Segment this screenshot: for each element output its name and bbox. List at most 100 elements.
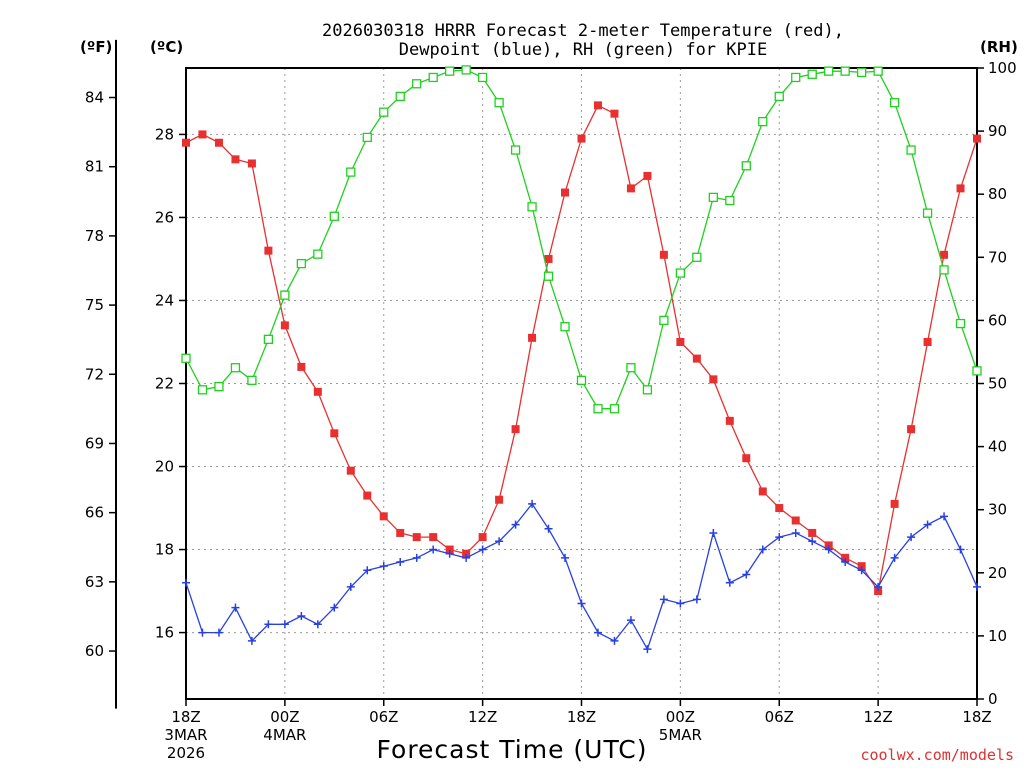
rh-point — [708, 192, 718, 203]
dewpoint-point — [544, 524, 553, 533]
rh-point — [939, 265, 949, 275]
dewpoint-point — [231, 603, 240, 612]
temperature-point — [725, 416, 734, 425]
temperature-point — [544, 254, 553, 263]
rh-point — [576, 375, 587, 385]
temperature-point — [462, 549, 471, 558]
temperature-point — [198, 130, 207, 139]
dewpoint-point — [626, 616, 635, 625]
f-tick-label: 66 — [85, 504, 104, 522]
dewpoint-point — [610, 636, 619, 645]
f-tick-label: 72 — [85, 365, 104, 383]
x-tick-label: 00Z — [666, 708, 695, 726]
c-tick-label: 24 — [155, 291, 174, 309]
rh-tick-label: 60 — [988, 311, 1007, 329]
rh-tick-label: 30 — [988, 501, 1007, 519]
rh-point — [263, 334, 274, 344]
c-tick-label: 26 — [155, 208, 174, 226]
dewpoint-point — [808, 537, 817, 546]
rh-point — [626, 363, 636, 373]
temperature-point — [610, 109, 619, 118]
x-tick-label: 5MAR — [659, 726, 702, 744]
dewpoint-point — [182, 578, 190, 587]
dewpoint-point — [857, 566, 866, 575]
rh-point — [527, 202, 537, 212]
rh-point — [329, 211, 339, 221]
dewpoint-point — [462, 553, 471, 562]
x-tick-label: 06Z — [369, 708, 398, 726]
dewpoint-point — [841, 558, 850, 567]
rh-point — [395, 91, 405, 102]
temperature-point — [330, 429, 339, 438]
chart-title-line-2: Dewpoint (blue), RH (green) for KPIE — [399, 40, 767, 60]
dewpoint-point — [198, 628, 207, 637]
rh-tick-label: 40 — [988, 438, 1007, 456]
rh-point — [181, 353, 191, 363]
rh-point — [230, 363, 241, 373]
x-tick-label: 3MAR — [164, 726, 207, 744]
temperature-point — [907, 425, 916, 434]
temperature-point — [478, 533, 487, 542]
x-tick-label: 4MAR — [263, 726, 306, 744]
rh-point — [856, 67, 867, 78]
dewpoint-point — [412, 553, 421, 562]
rh-tick-label: 0 — [988, 690, 998, 708]
dewpoint-point — [709, 528, 718, 537]
temperature-point — [808, 528, 817, 537]
rh-tick-label: 90 — [988, 122, 1007, 140]
temperature-point — [874, 587, 883, 596]
c-tick-label: 28 — [155, 125, 174, 143]
temperature-point — [264, 246, 273, 255]
dewpoint-point — [659, 595, 668, 604]
dewpoint-point — [429, 545, 438, 554]
rh-point — [741, 161, 751, 171]
temperature-point — [297, 362, 306, 371]
dewpoint-point — [742, 570, 751, 579]
rh-tick-label: 80 — [988, 185, 1007, 203]
temperature-point — [593, 101, 602, 110]
temperature-point — [775, 504, 784, 513]
temperature-point — [528, 333, 537, 342]
celsius-unit-label: (ºC) — [150, 38, 183, 56]
temperature-point — [511, 425, 520, 434]
dewpoint-point — [973, 582, 981, 591]
rh-tick-label: 20 — [988, 564, 1007, 582]
temperature-point — [824, 541, 833, 550]
temperature-point — [857, 562, 866, 571]
x-axis-label: Forecast Time (UTC) — [377, 735, 648, 764]
rh-point — [922, 208, 933, 218]
dewpoint-point — [363, 566, 372, 575]
dewpoint-point — [725, 578, 734, 587]
temperature-point — [940, 250, 949, 259]
dewpoint-point — [247, 636, 256, 645]
dewpoint-point — [511, 520, 520, 529]
rh-point — [955, 318, 966, 329]
temperature-point — [495, 495, 504, 504]
rh-point — [477, 72, 488, 83]
rh-point — [296, 258, 307, 269]
rh-point — [807, 69, 817, 79]
rh-point — [593, 404, 603, 414]
x-tick-label: 00Z — [270, 708, 299, 726]
temperature-point — [643, 171, 652, 180]
dewpoint-point — [214, 628, 223, 637]
temperature-point — [396, 528, 405, 537]
c-tick-label: 16 — [155, 624, 174, 642]
dewpoint-point — [577, 599, 586, 608]
dewpoint-point — [297, 611, 306, 620]
temperature-point — [841, 553, 850, 562]
temperature-point — [659, 250, 668, 259]
rh-point — [280, 290, 290, 300]
f-tick-label: 84 — [85, 89, 104, 107]
x-tick-label: 18Z — [171, 708, 200, 726]
rh-point — [494, 98, 504, 108]
dewpoint-point — [890, 553, 899, 562]
dewpoint-point — [313, 620, 322, 629]
rh-point — [906, 145, 916, 155]
rh-point — [346, 167, 356, 177]
rh-point — [379, 107, 389, 117]
temperature-point — [445, 545, 454, 554]
rh-point — [461, 65, 471, 75]
f-tick-label: 78 — [85, 227, 104, 245]
